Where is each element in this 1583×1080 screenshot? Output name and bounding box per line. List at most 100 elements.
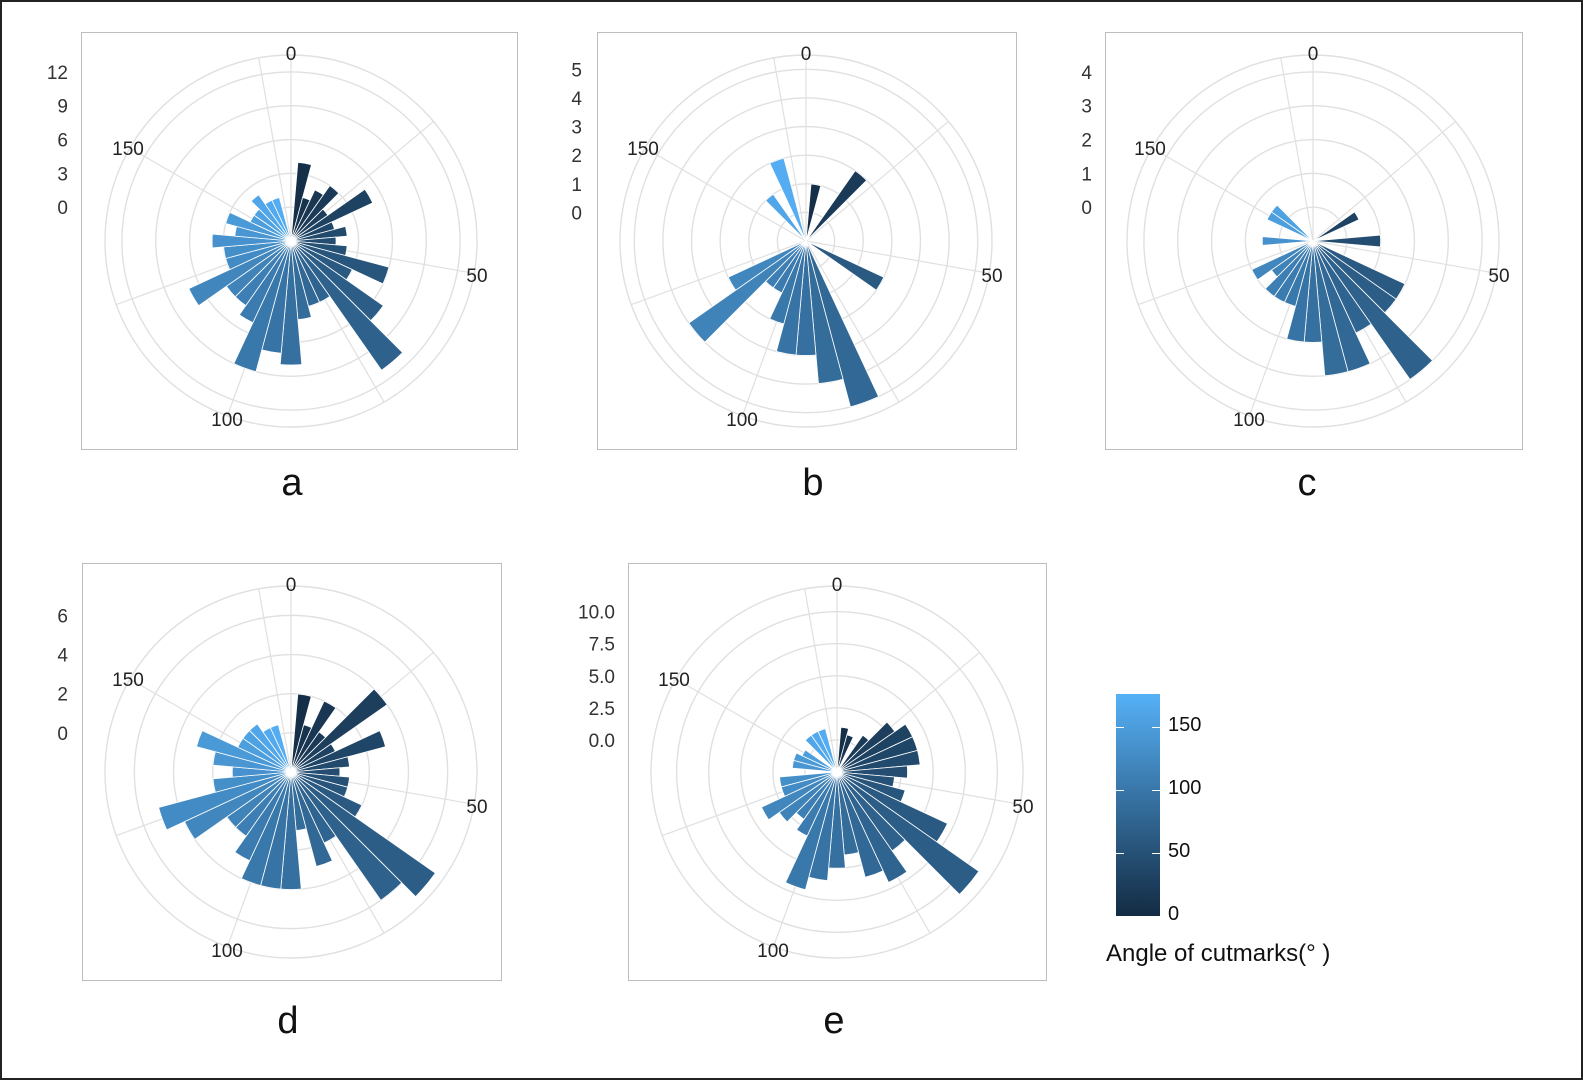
legend-tick-mark-100 [1116, 790, 1124, 791]
legend-tick-100: 100 [1168, 777, 1202, 799]
bar-d-125 [158, 771, 292, 831]
legend-tick-mark-50-r [1152, 853, 1160, 854]
bar-c-70 [1312, 240, 1434, 381]
radial-tick-d-3: 0 [57, 724, 68, 745]
legend-tick-mark-50 [1116, 853, 1124, 854]
legend-tick-50: 50 [1168, 840, 1191, 862]
bar-a-20 [290, 185, 340, 242]
color-legend: 150 100 50 0 Angle of cutmarks(° ) [1090, 690, 1410, 990]
legend-tick-150: 150 [1168, 714, 1202, 736]
grid-spoke-b-175 [773, 57, 807, 242]
bar-e-65 [836, 771, 980, 896]
bar-a-90 [279, 240, 303, 366]
bar-d-80 [290, 771, 333, 868]
bar-d-25 [290, 688, 388, 773]
bar-c-30 [1312, 211, 1360, 242]
bar-c-155 [1270, 204, 1314, 242]
angle-tick-e-0: 0 [832, 575, 843, 596]
panel-label-e: e [823, 1000, 845, 1042]
bar-d-160 [248, 723, 292, 773]
radial-tick-e-4: 0.0 [589, 731, 615, 752]
bar-e-80 [836, 771, 884, 878]
legend-tick-mark-150-r [1152, 727, 1160, 728]
angle-tick-a-100: 100 [211, 410, 243, 431]
radial-tick-e-2: 5.0 [589, 667, 615, 688]
bar-b-80 [805, 240, 880, 408]
legend-title: Angle of cutmarks(° ) [1106, 940, 1331, 967]
grid-spoke-d-175 [258, 588, 292, 773]
bar-e-120 [760, 771, 838, 821]
angle-tick-d-100: 100 [211, 941, 243, 962]
radial-tick-a-1: 9 [57, 97, 68, 118]
bar-e-170 [817, 728, 838, 773]
angle-tick-e-50: 50 [1012, 797, 1033, 818]
radial-tick-a-4: 0 [57, 198, 68, 219]
angle-tick-b-50: 50 [981, 266, 1002, 287]
grid-spoke-c-125 [1138, 240, 1314, 306]
legend-tick-mark-150 [1116, 727, 1124, 728]
bar-d-170 [269, 724, 292, 773]
bar-d-130 [212, 771, 292, 793]
angle-tick-a-150: 150 [112, 139, 144, 160]
bar-e-10 [836, 734, 854, 773]
bar-b-85 [805, 240, 844, 384]
bar-a-105 [238, 240, 292, 324]
bar-b-120 [727, 240, 807, 291]
radial-tick-c-2: 2 [1081, 131, 1092, 152]
bar-a-170 [271, 196, 292, 242]
radial-tick-c-1: 3 [1081, 97, 1092, 118]
bar-b-115 [688, 240, 807, 343]
grid-ring-e-1 [708, 643, 966, 901]
angle-tick-a-0: 0 [286, 44, 297, 65]
bar-d-65 [290, 771, 436, 898]
bar-b-5 [805, 183, 822, 242]
radial-tick-b-3: 2 [571, 146, 582, 167]
bar-a-40 [290, 225, 348, 242]
bar-a-30 [290, 188, 374, 242]
bar-c-45 [1312, 234, 1382, 248]
panel-label-d: d [277, 1000, 299, 1042]
legend-colorbar [1116, 694, 1160, 916]
radial-tick-e-1: 7.5 [589, 635, 615, 656]
grid-spoke-b-125 [631, 240, 807, 306]
bar-d-40 [290, 756, 350, 773]
angle-tick-d-150: 150 [112, 670, 144, 691]
angle-tick-c-50: 50 [1488, 266, 1509, 287]
bar-d-70 [290, 771, 403, 901]
angle-tick-e-150: 150 [658, 670, 690, 691]
angle-tick-a-50: 50 [466, 266, 487, 287]
radial-tick-e-0: 10.0 [578, 603, 615, 624]
bar-c-85 [1312, 240, 1349, 377]
bar-e-150 [801, 749, 838, 773]
bar-a-120 [188, 240, 292, 307]
grid-spoke-b-150 [644, 147, 807, 242]
bar-b-20 [805, 170, 868, 242]
grid-ring-e-0 [675, 610, 999, 934]
bar-a-160 [250, 194, 292, 242]
grid-ring-a-0 [121, 71, 461, 411]
grid-ring-b-outer [619, 54, 993, 428]
angle-tick-d-50: 50 [466, 797, 487, 818]
grid-ring-a-outer [104, 54, 478, 428]
bar-a-70 [290, 240, 404, 371]
radial-tick-a-3: 3 [57, 164, 68, 185]
grid-ring-b-1 [662, 97, 950, 385]
radial-tick-d-0: 6 [57, 606, 68, 627]
radial-tick-d-1: 4 [57, 646, 68, 667]
bar-d-105 [234, 771, 292, 862]
radial-tick-b-1: 4 [571, 89, 582, 110]
bar-a-100 [233, 240, 292, 373]
grid-ring-d-0 [133, 614, 449, 930]
bar-c-120 [1251, 240, 1314, 281]
angle-tick-b-100: 100 [726, 410, 758, 431]
panel-label-c: c [1297, 462, 1317, 504]
bar-d-100 [240, 771, 292, 886]
bar-b-100 [769, 240, 807, 325]
grid-ring-b-0 [633, 68, 979, 414]
grid-ring-c-0 [1143, 71, 1483, 411]
grid-spoke-c-50 [1312, 240, 1497, 274]
bar-e-130 [779, 771, 838, 788]
bar-b-160 [764, 193, 807, 242]
bar-c-135 [1261, 236, 1314, 246]
angle-tick-e-100: 100 [757, 941, 789, 962]
